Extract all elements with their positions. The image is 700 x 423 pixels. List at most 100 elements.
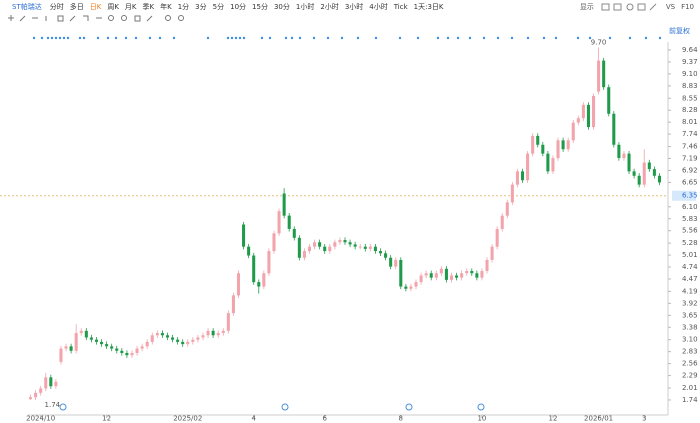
- event-dot: [576, 36, 580, 40]
- tool-icons: [601, 3, 657, 11]
- period-tab[interactable]: 月K: [124, 3, 137, 11]
- candle-body: [637, 175, 641, 185]
- x-tick-label: 8: [399, 415, 403, 423]
- vs-button[interactable]: VS: [665, 3, 676, 11]
- y-tick-label: 6.92: [682, 166, 698, 174]
- y-tick-label: 3.10: [682, 336, 698, 344]
- x-tick-label: 2026/01: [584, 415, 613, 423]
- period-tab[interactable]: 1分: [177, 3, 190, 11]
- candle-body: [500, 215, 504, 229]
- period-tab[interactable]: 1小时: [295, 3, 315, 11]
- y-tick-label: 8.83: [682, 82, 698, 90]
- y-tick-label: 2.56: [682, 360, 698, 368]
- candle-body: [647, 162, 651, 170]
- candle-body: [414, 282, 418, 287]
- candle-body: [404, 286, 408, 289]
- event-dot: [290, 36, 294, 40]
- event-dot: [82, 36, 86, 40]
- y-tick-label: 1.74: [682, 396, 698, 404]
- period-tab[interactable]: 季K: [142, 3, 155, 11]
- candle-body: [201, 335, 205, 338]
- event-dot: [436, 36, 440, 40]
- event-dot: [446, 36, 450, 40]
- candle-body: [216, 333, 220, 336]
- candle-body: [399, 259, 403, 287]
- y-tick-label: 4.19: [682, 287, 698, 295]
- period-tab[interactable]: 2小时: [320, 3, 339, 11]
- x-tick-label: 4: [251, 415, 256, 423]
- candle-body: [627, 153, 631, 172]
- y-tick-label: 3.38: [682, 323, 698, 331]
- candle-body: [348, 242, 352, 245]
- candle-body: [490, 246, 494, 260]
- y-tick-label: 7.46: [682, 143, 698, 151]
- y-tick-label: 2.83: [682, 348, 698, 356]
- event-dot: [658, 36, 662, 40]
- event-dot: [234, 36, 238, 40]
- period-tab[interactable]: 10分: [230, 3, 247, 11]
- event-dot: [238, 36, 242, 40]
- y-tick-label: 7.74: [682, 130, 698, 138]
- candle-body: [231, 295, 235, 314]
- candle-body: [206, 330, 210, 336]
- y-tick-label: 9.37: [682, 58, 698, 66]
- event-dot: [50, 36, 54, 40]
- period-tab[interactable]: 日K: [89, 3, 102, 11]
- y-tick-label: 5.01: [682, 251, 698, 259]
- event-dot: [608, 36, 612, 40]
- candle-body: [363, 246, 367, 249]
- candle-body: [424, 273, 428, 276]
- period-tab[interactable]: 多日: [69, 3, 84, 11]
- period-tab[interactable]: 周K: [107, 3, 119, 11]
- candle-body: [302, 251, 306, 258]
- candle-body: [318, 242, 322, 247]
- period-tab[interactable]: 3小时: [344, 3, 364, 11]
- y-tick-label: 4.74: [682, 263, 698, 271]
- candle-body: [155, 333, 159, 336]
- period-tab[interactable]: 30分: [273, 3, 290, 11]
- candle-body: [196, 337, 200, 340]
- y-tick-label: 9.64: [682, 46, 698, 54]
- candle-body: [282, 193, 286, 216]
- period-tab[interactable]: 15分: [252, 3, 268, 11]
- x-tick-label: 10: [477, 415, 486, 423]
- adjust-label[interactable]: 前复权: [669, 26, 690, 35]
- candle-body: [115, 348, 119, 351]
- period-tab[interactable]: 1天:3日K: [413, 3, 444, 11]
- candle-body: [495, 228, 499, 247]
- event-dot: [96, 36, 100, 40]
- candle-body: [520, 171, 525, 181]
- event-dot: [398, 36, 402, 40]
- y-tick-label: 5.56: [682, 227, 698, 235]
- f10-button[interactable]: F10: [681, 3, 694, 11]
- period-tab[interactable]: 3分: [195, 3, 207, 11]
- symbol[interactable]: ST帕瑞达: [12, 3, 42, 11]
- candle-body: [186, 341, 190, 345]
- event-dot: [58, 36, 62, 40]
- event-dot: [298, 36, 302, 40]
- toolbar: ST帕瑞达 分时 多日 日K 周K 月K 季K 年K 1分 3分 5分 10分 15分 30分 1小时 2小时…: [0, 0, 700, 14]
- candle-body: [39, 388, 43, 393]
- y-tick-label: 6.65: [682, 178, 698, 186]
- y-tick-label: 3.65: [682, 311, 698, 319]
- candle-body: [526, 153, 530, 181]
- period-tab[interactable]: 5分: [212, 3, 225, 11]
- candle-body: [510, 184, 514, 203]
- period-tab[interactable]: 分时: [49, 3, 64, 11]
- period-tab[interactable]: Tick: [393, 3, 408, 11]
- event-dots: [32, 36, 662, 40]
- period-tab[interactable]: 年K: [160, 3, 172, 11]
- candle-body: [475, 273, 479, 278]
- candle-body: [394, 259, 398, 267]
- y-tick-label: 2.29: [682, 372, 698, 380]
- candle-body: [226, 313, 230, 331]
- y-tick-label: 7.19: [682, 155, 698, 163]
- candle-body: [247, 246, 251, 256]
- period-tab[interactable]: 4小时: [369, 3, 388, 11]
- candle-body: [556, 140, 560, 159]
- candle-body: [480, 271, 484, 278]
- display-button[interactable]: 显示: [579, 3, 594, 11]
- candle-body: [94, 339, 98, 342]
- event-dot: [542, 36, 546, 40]
